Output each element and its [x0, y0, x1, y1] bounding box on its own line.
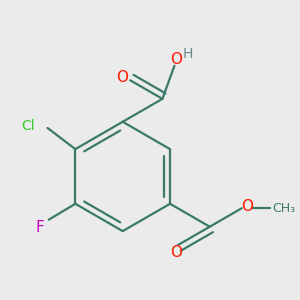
Text: O: O [170, 245, 182, 260]
Text: Cl: Cl [21, 119, 34, 133]
Text: O: O [242, 199, 254, 214]
Text: O: O [117, 70, 129, 85]
Text: O: O [170, 52, 182, 67]
Text: F: F [36, 220, 44, 235]
Text: H: H [183, 47, 193, 61]
Text: CH₃: CH₃ [272, 202, 295, 215]
